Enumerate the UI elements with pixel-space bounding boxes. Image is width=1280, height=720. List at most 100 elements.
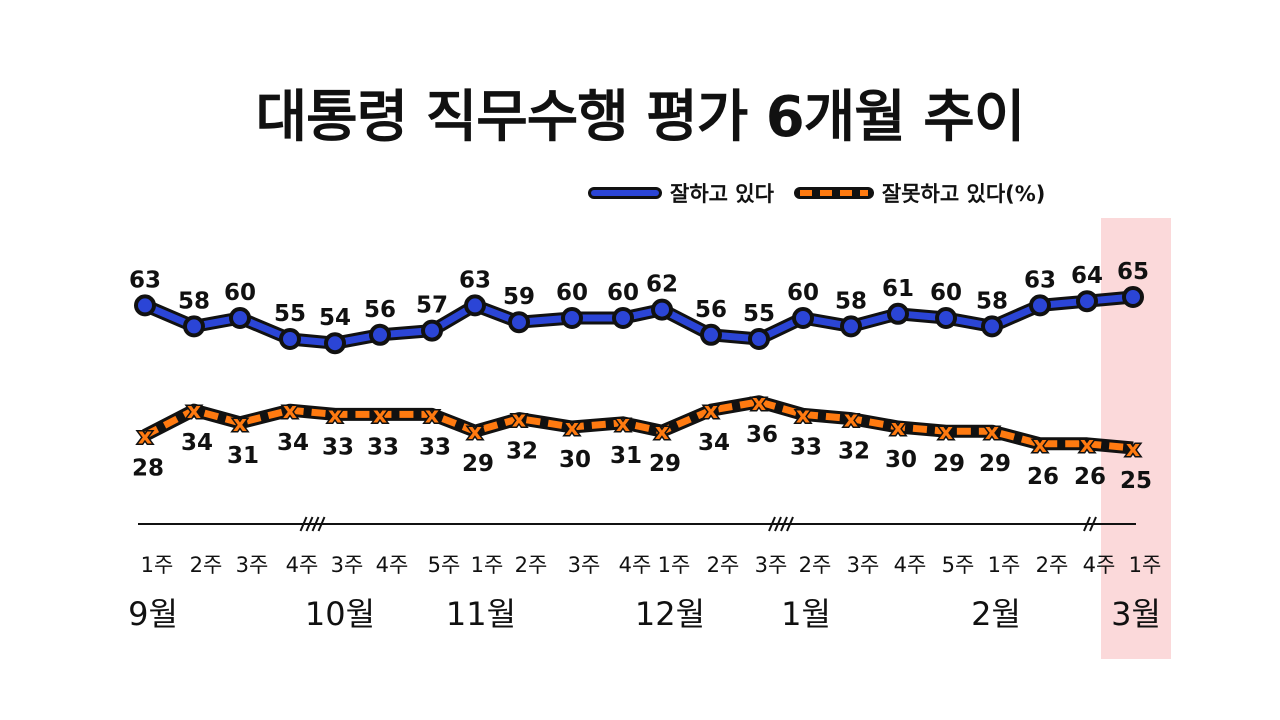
- axis-break-mark: [774, 516, 782, 532]
- disapprove-point-x-marker: x: [233, 412, 247, 437]
- disapprove-data-label: 26: [1074, 464, 1106, 490]
- approve-point: [229, 307, 251, 329]
- approve-data-label: 58: [178, 288, 210, 314]
- approve-point: [935, 307, 957, 329]
- disapprove-point-x-marker: x: [752, 391, 766, 416]
- axis-break-mark: [1089, 516, 1097, 532]
- disapprove-data-label: 31: [610, 443, 642, 469]
- axis-break-mark: [768, 516, 776, 532]
- x-tick-label: 1주: [988, 553, 1021, 577]
- x-tick-label: 2주: [707, 553, 740, 577]
- x-tick-label: 2주: [190, 553, 223, 577]
- approve-point: [369, 323, 391, 346]
- x-tick-label: 4주: [619, 553, 652, 577]
- month-label: 10월: [305, 595, 375, 633]
- disapprove-data-label: 26: [1027, 464, 1059, 490]
- axis-break-mark: [299, 516, 308, 532]
- month-label: 3월: [1111, 595, 1161, 633]
- x-tick-label: 5주: [942, 553, 975, 577]
- approve-data-label: 54: [319, 305, 351, 331]
- approve-point: [1029, 294, 1051, 317]
- approve-data-label: 60: [556, 280, 588, 306]
- x-tick-label: 1주: [141, 553, 174, 577]
- approve-data-label: 56: [695, 297, 727, 323]
- axis-break-mark: [311, 516, 320, 532]
- approve-data-label: 62: [646, 272, 678, 298]
- disapprove-data-label: 29: [462, 451, 494, 477]
- disapprove-data-label: 30: [559, 447, 591, 473]
- chart-title: 대통령 직무수행 평가 6개월 추이: [255, 85, 1026, 150]
- disapprove-point-x-marker: x: [985, 420, 999, 445]
- approve-point: [700, 323, 722, 346]
- disapprove-point-x-marker: x: [1080, 433, 1094, 458]
- disapprove-data-label: 34: [698, 430, 730, 456]
- approve-point: [840, 315, 862, 338]
- axis-break-mark: [786, 516, 794, 532]
- approve-point: [612, 307, 634, 329]
- x-tick-label: 4주: [1083, 553, 1116, 577]
- x-tick-label: 3주: [568, 553, 601, 577]
- approve-point: [748, 328, 770, 350]
- approve-data-label: 60: [930, 280, 962, 306]
- disapprove-point-x-marker: x: [616, 412, 630, 437]
- approve-point: [1076, 290, 1098, 313]
- approve-data-label: 58: [835, 288, 867, 314]
- x-tick-label: 4주: [894, 553, 927, 577]
- disapprove-data-label: 33: [367, 434, 399, 460]
- disapprove-data-label: 33: [790, 434, 822, 460]
- axis-break-mark: [1083, 516, 1091, 532]
- approve-data-label: 63: [1024, 267, 1056, 293]
- disapprove-data-label: 30: [885, 447, 917, 473]
- x-tick-label: 2주: [799, 553, 832, 577]
- disapprove-point-x-marker: x: [425, 403, 439, 428]
- legend-disapprove-swatch: [793, 187, 874, 199]
- disapprove-data-label: 33: [322, 434, 354, 460]
- disapprove-data-label: 29: [649, 451, 681, 477]
- approve-data-label: 58: [976, 288, 1008, 314]
- month-label: 1월: [781, 595, 831, 633]
- x-tick-label: 5주: [428, 553, 461, 577]
- disapprove-data-label: 28: [132, 455, 164, 481]
- approve-line: [143, 293, 1134, 347]
- disapprove-data-label: 34: [277, 430, 309, 456]
- disapprove-data-label: 33: [419, 434, 451, 460]
- legend: 잘하고 있다 잘못하고 있다(%): [588, 178, 1065, 208]
- disapprove-point-x-marker: x: [939, 420, 953, 445]
- approve-point: [1122, 286, 1144, 308]
- approve-point: [134, 294, 156, 317]
- legend-approve-label: 잘하고 있다: [670, 182, 774, 206]
- approve-point: [981, 315, 1003, 338]
- approve-point: [279, 328, 301, 350]
- month-label: 12월: [635, 595, 705, 633]
- x-tick-label: 2주: [1036, 553, 1069, 577]
- approve-point: [561, 307, 583, 329]
- legend-approve-swatch: [588, 187, 662, 199]
- approve-point: [508, 311, 530, 334]
- approve-data-label: 60: [224, 280, 256, 306]
- approve-data-label: 55: [743, 301, 775, 327]
- disapprove-data-label: 29: [979, 451, 1011, 477]
- disapprove-data-label: 32: [838, 439, 870, 465]
- approve-data-label: 63: [129, 267, 161, 293]
- approve-point: [792, 307, 814, 329]
- disapprove-line: [143, 398, 1134, 452]
- disapprove-point-x-marker: x: [1033, 433, 1047, 458]
- disapprove-data-label: 31: [227, 443, 259, 469]
- disapprove-point-x-marker: x: [844, 408, 858, 433]
- approve-point: [421, 319, 443, 342]
- disapprove-point-x-marker: x: [891, 416, 905, 441]
- legend-disapprove-label: 잘못하고 있다(%): [881, 182, 1046, 206]
- approve-data-label: 61: [882, 276, 914, 302]
- x-tick-label: 1주: [471, 553, 504, 577]
- disapprove-point-x-marker: x: [468, 420, 482, 445]
- legend-approve: 잘하고 있다: [588, 178, 774, 208]
- disapprove-data-label: 34: [181, 430, 213, 456]
- disapprove-point-x-marker: x: [373, 403, 387, 428]
- approve-point: [887, 302, 909, 325]
- approve-point: [651, 298, 673, 321]
- x-tick-label: 3주: [236, 553, 269, 577]
- disapprove-point-x-marker: x: [796, 403, 810, 428]
- axis-break-mark: [317, 516, 326, 532]
- disapprove-point-x-marker: x: [704, 399, 718, 424]
